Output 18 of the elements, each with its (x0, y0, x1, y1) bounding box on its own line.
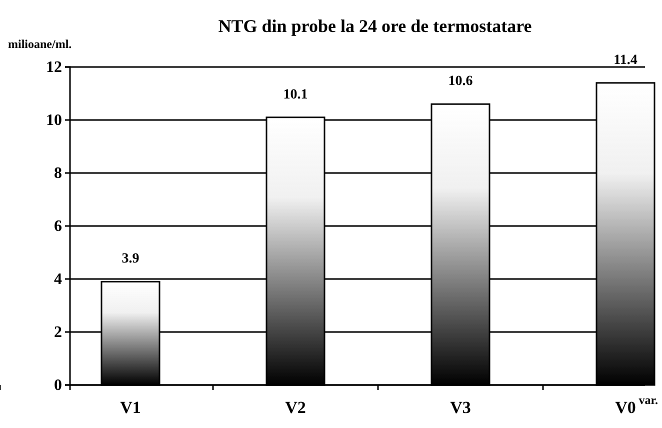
data-label: 11.4 (614, 52, 638, 68)
y-tick-label: 10 (46, 112, 62, 130)
x-tick-label: V1 (120, 398, 141, 417)
y-tick-label: 8 (54, 165, 62, 182)
y-tick-label: 4 (54, 271, 62, 288)
x-tick-label: V2 (285, 398, 306, 417)
x-tick-label: V3 (450, 398, 471, 417)
data-label: 10.1 (283, 87, 308, 102)
y-tick-label: 2 (54, 324, 62, 342)
y-tick-label: 6 (54, 218, 62, 236)
chart-title: NTG din probe la 24 ore de termostatare (218, 16, 532, 36)
data-label: 3.9 (122, 252, 140, 267)
y-tick-label: 12 (46, 59, 62, 76)
x-axis-title: var. (638, 393, 658, 407)
x-tick-label: V0 (615, 398, 636, 417)
y-tick-label: 0 (54, 377, 62, 394)
y-axis-title: milioane/ml. (8, 37, 72, 51)
data-label: 10.6 (448, 74, 473, 90)
